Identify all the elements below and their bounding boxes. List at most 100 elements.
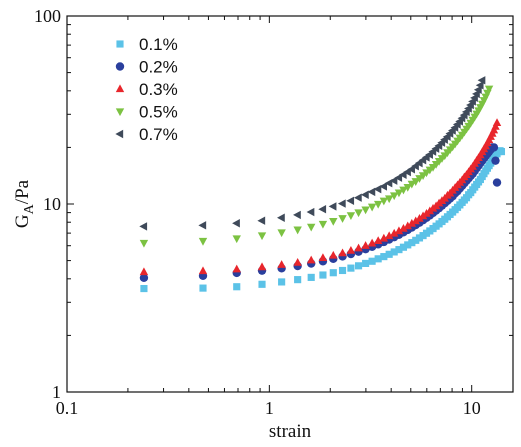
data-point — [408, 239, 416, 247]
legend-marker — [115, 108, 125, 117]
data-point — [338, 248, 347, 257]
data-point — [293, 257, 302, 266]
legend-label: 0.1% — [139, 35, 178, 54]
data-point — [257, 232, 267, 241]
data-point — [384, 195, 394, 204]
data-point — [140, 284, 148, 293]
legend-label: 0.3% — [139, 80, 178, 99]
data-point — [373, 200, 383, 209]
data-point — [367, 187, 376, 197]
legend-label: 0.5% — [139, 103, 178, 122]
data-point — [293, 226, 302, 235]
data-point — [411, 178, 420, 186]
y-tick-label: 1 — [52, 382, 61, 402]
data-point — [475, 81, 484, 90]
data-point — [139, 273, 149, 282]
data-point — [407, 218, 417, 227]
data-point — [257, 262, 267, 271]
data-point — [139, 222, 148, 231]
data-point — [399, 243, 408, 251]
data-point — [329, 269, 337, 277]
data-point — [277, 229, 286, 238]
data-point — [354, 209, 363, 218]
data-point — [389, 176, 398, 185]
data-point — [399, 186, 408, 195]
data-point — [198, 266, 208, 275]
data-point — [347, 264, 355, 272]
data-point — [318, 253, 328, 262]
data-point — [403, 183, 412, 192]
data-point — [139, 239, 149, 248]
data-point — [293, 210, 301, 220]
data-point — [394, 189, 404, 198]
data-point — [306, 207, 315, 217]
data-point — [492, 118, 502, 127]
data-point — [373, 236, 383, 244]
x-tick-label: 10 — [463, 398, 481, 418]
data-point — [338, 215, 347, 223]
x-tick-label: 1 — [265, 398, 274, 418]
data-point — [477, 76, 486, 85]
data-point — [360, 190, 369, 199]
data-point — [354, 243, 363, 252]
series-4 — [139, 76, 486, 231]
data-point — [258, 280, 266, 288]
data-point — [484, 85, 494, 94]
data-point — [415, 214, 424, 222]
data-point — [198, 221, 207, 230]
data-point — [407, 180, 417, 189]
data-point — [404, 241, 412, 249]
data-point — [379, 197, 389, 206]
legend-marker — [115, 62, 125, 71]
data-point — [319, 271, 327, 279]
data-point — [389, 192, 399, 201]
data-point — [399, 223, 408, 232]
data-point — [318, 205, 327, 214]
data-point — [390, 248, 398, 256]
data-point — [199, 284, 207, 292]
data-point — [278, 278, 286, 286]
data-point — [473, 85, 482, 94]
y-tick-label: 10 — [43, 194, 61, 214]
data-point — [394, 173, 403, 182]
data-point — [361, 241, 370, 249]
data-point — [415, 234, 424, 242]
data-point — [346, 245, 356, 254]
legend-marker — [115, 84, 125, 93]
data-point — [361, 206, 370, 215]
data-point — [346, 212, 356, 220]
data-point — [277, 213, 285, 222]
data-point — [257, 216, 266, 225]
data-point — [307, 273, 315, 281]
data-point — [411, 216, 420, 225]
data-point — [492, 178, 502, 187]
tick-marks — [66, 15, 513, 393]
data-point — [407, 165, 415, 174]
data-point — [389, 228, 399, 237]
series-0 — [140, 147, 506, 293]
x-tick-label: 0.1 — [56, 398, 79, 418]
data-point — [385, 250, 393, 258]
data-point — [491, 156, 500, 165]
series-3 — [139, 85, 494, 248]
series-2 — [139, 118, 502, 276]
data-point — [139, 267, 149, 276]
data-point — [318, 220, 328, 229]
y-tick-label: 100 — [34, 6, 61, 26]
data-point — [328, 202, 337, 211]
data-point — [403, 221, 412, 230]
data-point — [367, 203, 377, 212]
data-point — [353, 193, 362, 202]
legend: 0.1% 0.2% 0.3% 0.5% 0.7% — [115, 35, 178, 144]
data-point — [329, 250, 338, 259]
data-point — [367, 238, 377, 247]
data-point — [354, 262, 363, 270]
data-point — [346, 196, 355, 205]
data-point — [294, 276, 302, 284]
data-point — [374, 255, 382, 263]
data-point — [373, 184, 382, 194]
data-point — [306, 255, 316, 264]
